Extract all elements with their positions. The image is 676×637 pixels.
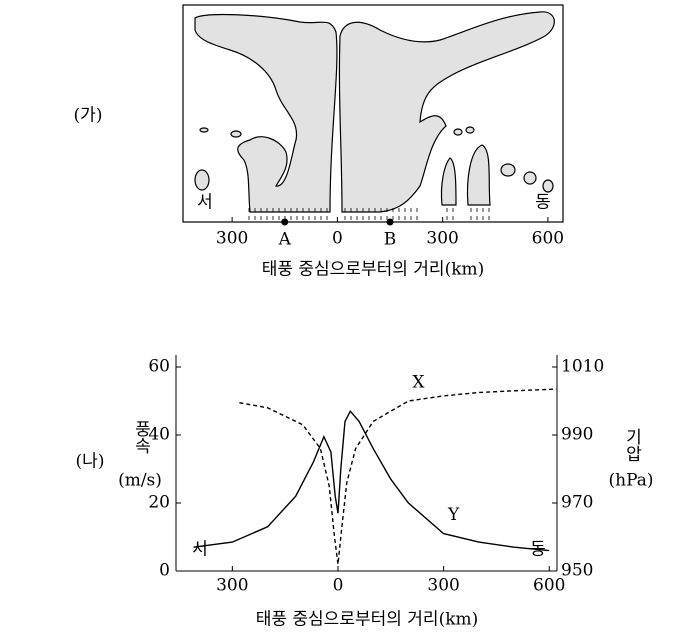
point-label: B <box>384 230 397 250</box>
x-axis-label: 태풍 중심으로부터의 거리(km) <box>256 610 479 630</box>
y2-axis-label: 기압 <box>622 428 642 462</box>
west-label: 서 <box>192 540 208 560</box>
cloud-cell <box>200 128 208 132</box>
rain <box>248 204 330 222</box>
rain <box>468 204 490 222</box>
x-tick-label: 600 <box>532 229 564 249</box>
y-tick-label: 0 <box>159 561 170 581</box>
x-tick-label: 300 <box>426 229 458 249</box>
cloud-cell <box>466 127 474 133</box>
y2-tick-label: 950 <box>561 561 593 581</box>
point-label: A <box>278 230 292 250</box>
y2-tick-label: 990 <box>561 425 593 445</box>
y-axis-unit: (m/s) <box>118 471 162 491</box>
x-tick-label: 0 <box>333 576 344 596</box>
y2-axis-unit: (hPa) <box>608 471 653 491</box>
panel-label: (가) <box>74 106 103 126</box>
clouds <box>195 12 554 212</box>
cloud-cell <box>543 180 553 192</box>
cloud-west <box>195 15 337 212</box>
x-axis-label: 태풍 중심으로부터의 거리(km) <box>262 260 485 280</box>
west-label: 서 <box>197 193 213 213</box>
rain <box>442 204 456 222</box>
y2-tick-label: 1010 <box>561 357 604 377</box>
cloud-cell <box>501 164 515 176</box>
series-label: Y <box>447 505 460 525</box>
figure: (가) 서 동 태풍 중심으로부터의 거리(km) (나) 풍속 (m/s) 기… <box>0 0 676 637</box>
y2-tick-label: 970 <box>561 493 593 513</box>
series-label: X <box>412 373 425 393</box>
cloud-cell <box>441 158 456 205</box>
cloud-cell <box>524 172 536 184</box>
y-tick-label: 20 <box>148 493 170 513</box>
rain <box>342 204 420 222</box>
series-line <box>194 411 550 550</box>
x-tick-label: 300 <box>216 229 248 249</box>
cloud-cell <box>468 145 490 205</box>
cloud-cell <box>195 170 209 190</box>
point <box>281 219 288 226</box>
east-label: 동 <box>535 193 551 213</box>
panel-label: (나) <box>76 452 105 472</box>
y-tick-label: 40 <box>148 425 170 445</box>
y-tick-label: 60 <box>148 357 170 377</box>
cloud-cell <box>231 131 241 137</box>
cloud-cell <box>454 129 462 135</box>
point <box>387 219 394 226</box>
x-tick-label: 300 <box>427 576 459 596</box>
x-tick-label: 0 <box>332 229 343 249</box>
x-tick-label: 300 <box>216 576 248 596</box>
series-line <box>239 389 556 564</box>
